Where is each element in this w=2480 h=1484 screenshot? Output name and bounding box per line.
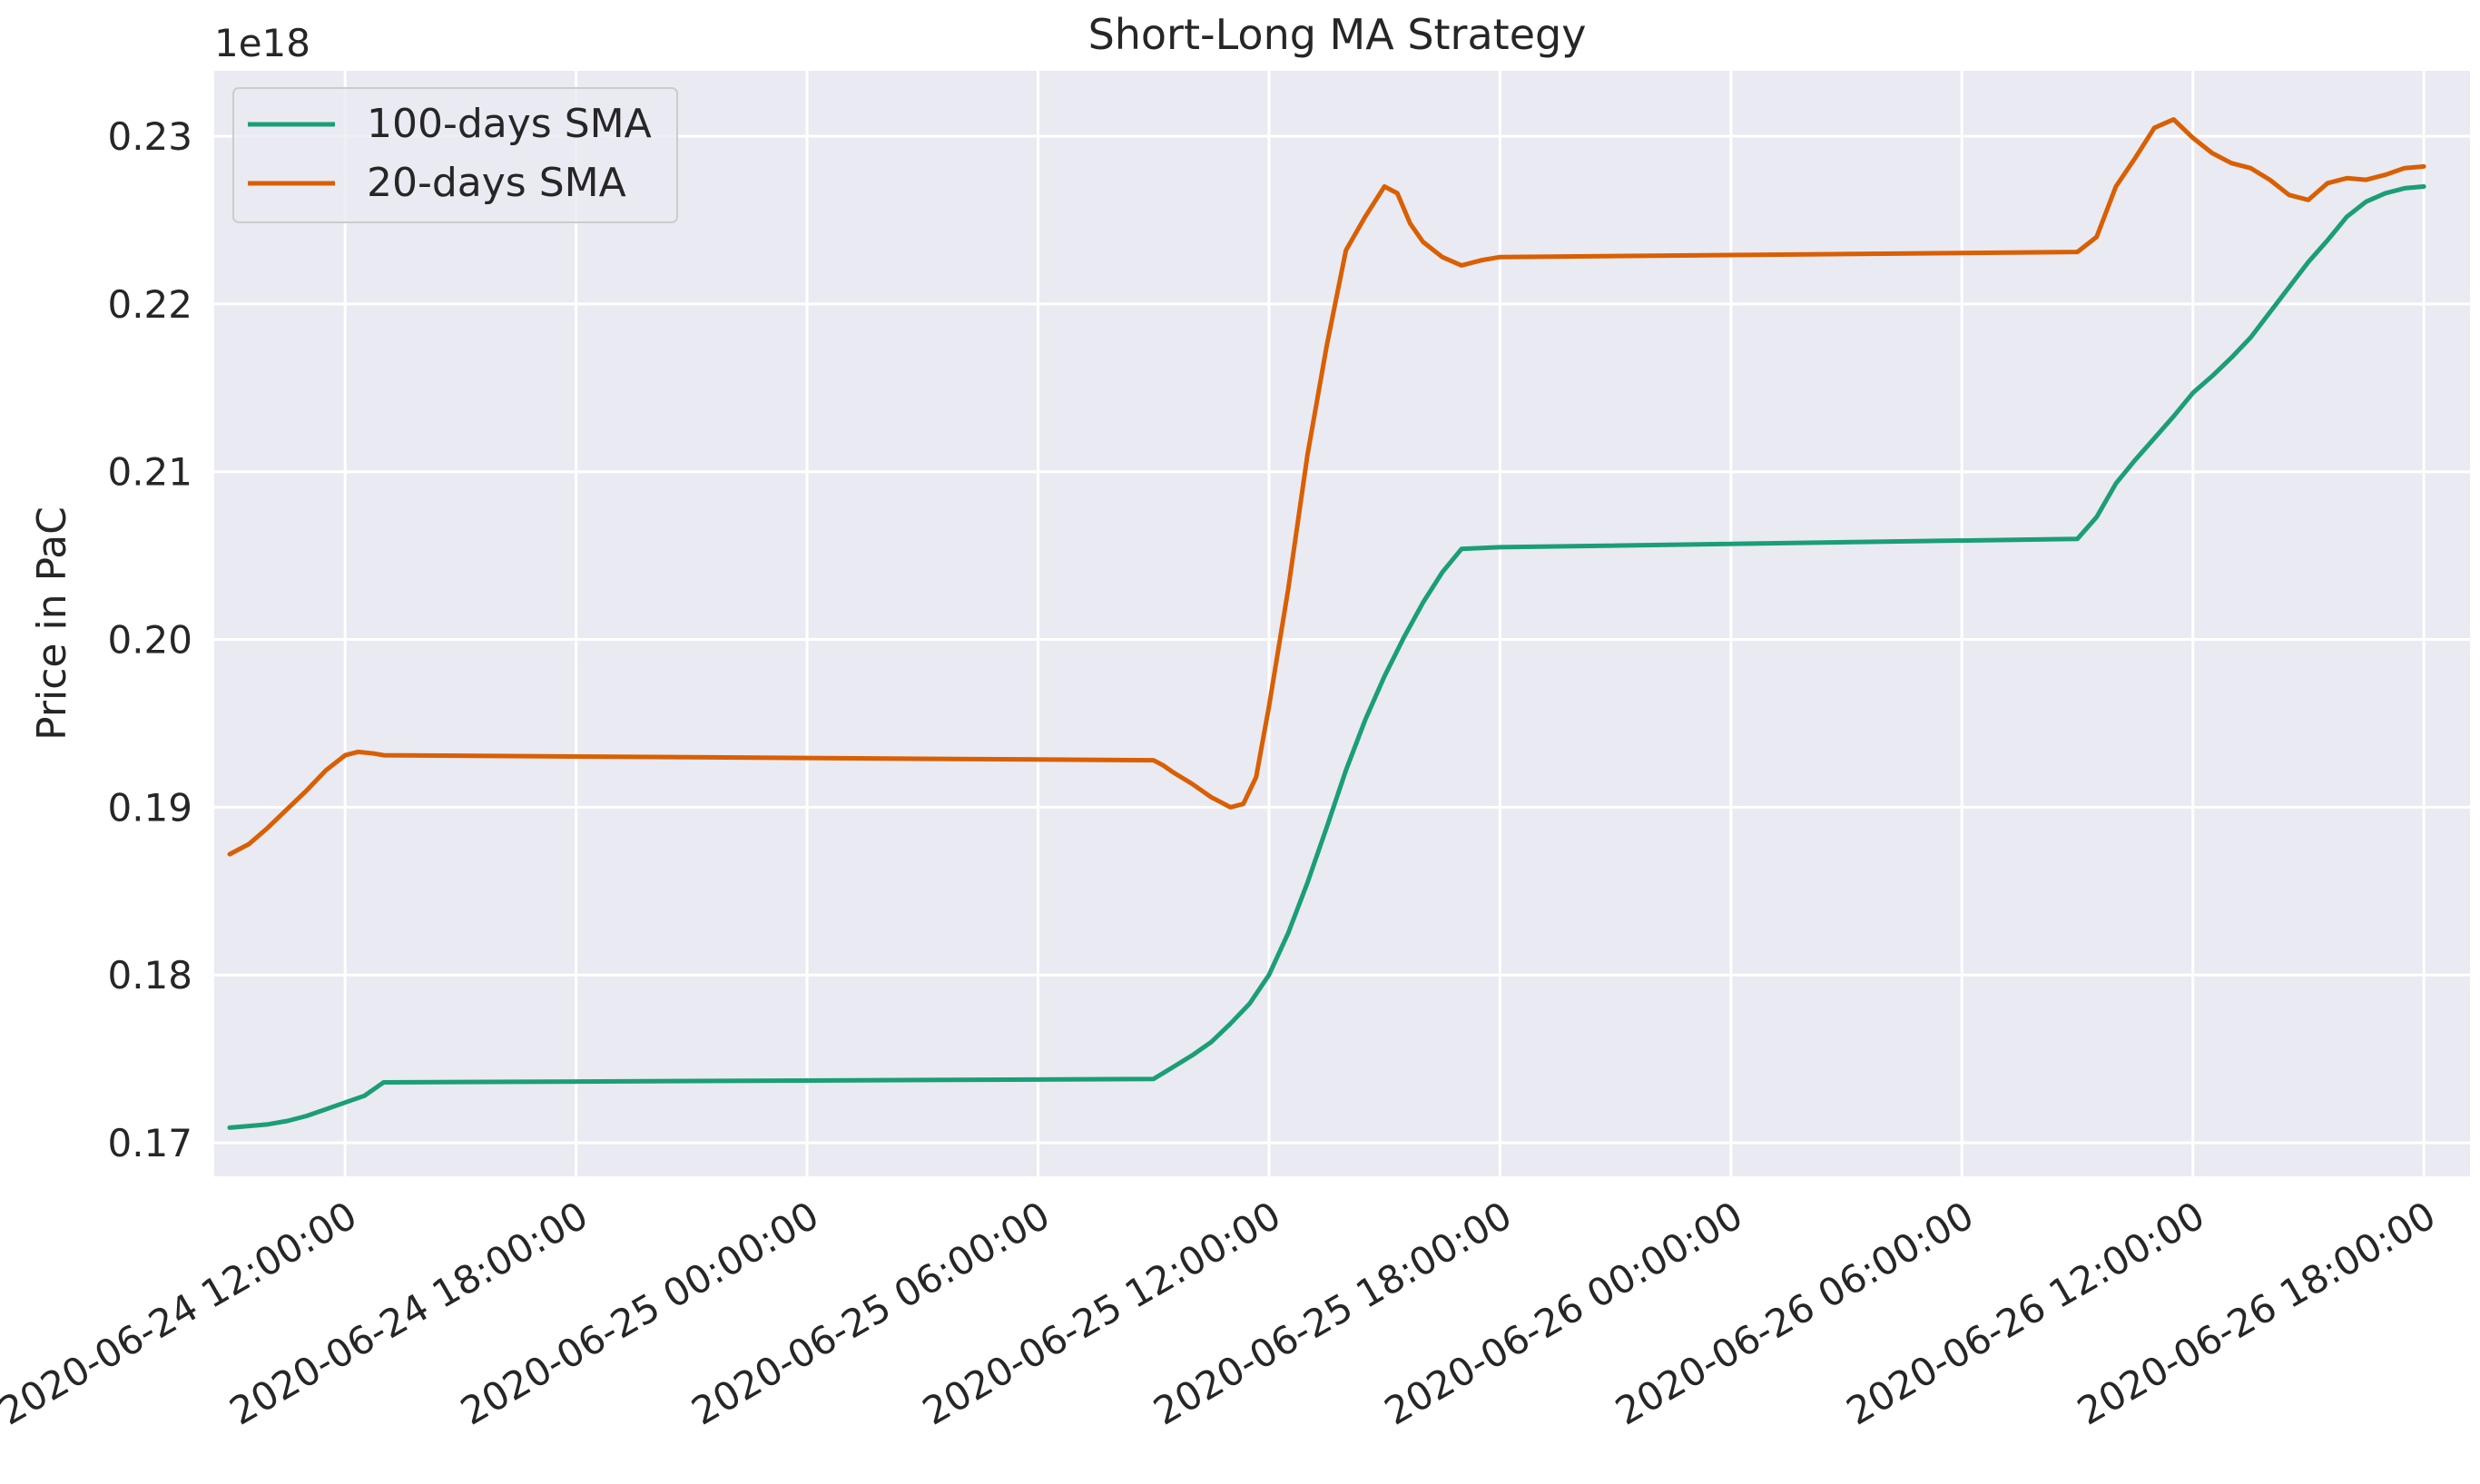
legend: 100-days SMA 20-days SMA — [232, 87, 678, 223]
grid — [214, 71, 2470, 1176]
legend-box — [232, 87, 678, 223]
y-tick-label: 0.17 — [107, 1121, 192, 1165]
series-line-100-days-sma — [227, 184, 2426, 1130]
y-tick-label: 0.19 — [107, 785, 192, 830]
y-tick-label: 0.21 — [107, 450, 192, 495]
chart-title: Short-Long MA Strategy — [1088, 10, 1587, 59]
y-tick-label: 0.20 — [107, 618, 192, 663]
plot-area — [214, 71, 2470, 1176]
y-axis-label: Price in PaC — [29, 506, 75, 741]
series-line-20-days-sma — [227, 117, 2426, 857]
y-tick-label: 0.23 — [107, 114, 192, 159]
legend-label-20-days-sma: 20-days SMA — [367, 160, 626, 206]
y-axis: 0.17 0.18 0.19 0.20 0.21 0.22 0.23 — [107, 114, 192, 1165]
legend-label-100-days-sma: 100-days SMA — [367, 101, 652, 147]
y-offset-label: 1e18 — [214, 21, 310, 65]
series-lines — [227, 117, 2426, 1130]
y-tick-label: 0.18 — [107, 953, 192, 998]
y-tick-label: 0.22 — [107, 282, 192, 327]
x-tick-label: 2020-06-24 12:00:00 — [0, 1193, 364, 1433]
